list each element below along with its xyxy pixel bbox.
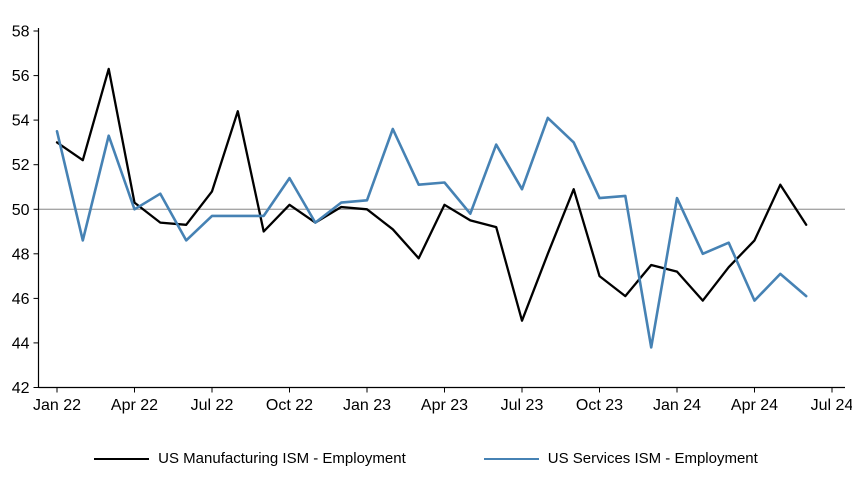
manufacturing-line-sample-icon [94,457,150,460]
manufacturing-line [55,67,808,322]
chart-legend: US Manufacturing ISM - Employment US Ser… [0,450,852,467]
x-axis-tick-label: Oct 22 [266,397,313,414]
y-axis-tick-label: 54 [12,113,30,130]
x-axis-tick-label: Jan 23 [343,397,391,414]
y-axis-tick-label: 56 [12,68,30,85]
x-axis-tick-label: Apr 23 [421,397,468,414]
services-line [55,116,808,349]
y-axis-tick-label: 46 [12,291,30,308]
y-axis-tick-label: 42 [12,380,30,397]
x-axis-tick-label: Jan 22 [33,397,81,414]
y-axis-tick-label: 52 [12,157,30,174]
x-axis-tick-label: Jul 22 [191,397,234,414]
services-line-sample-icon [483,457,539,460]
legend-label-manufacturing: US Manufacturing ISM - Employment [158,450,406,467]
x-axis-tick-label: Apr 24 [731,397,778,414]
y-axis-tick-label: 58 [12,24,30,41]
x-axis-tick-label: Jul 23 [501,397,544,414]
y-axis-tick-label: 44 [12,335,30,352]
y-axis-tick-label: 50 [12,202,30,219]
x-axis-tick-label: Apr 22 [111,397,158,414]
legend-item-services: US Services ISM - Employment [483,450,758,467]
x-axis-tick-label: Oct 23 [576,397,623,414]
legend-item-manufacturing: US Manufacturing ISM - Employment [94,450,406,467]
x-axis-tick-label: Jul 24 [811,397,852,414]
x-axis-tick-label: Jan 24 [653,397,701,414]
legend-label-services: US Services ISM - Employment [547,450,758,467]
y-axis-tick-label: 48 [12,246,30,263]
